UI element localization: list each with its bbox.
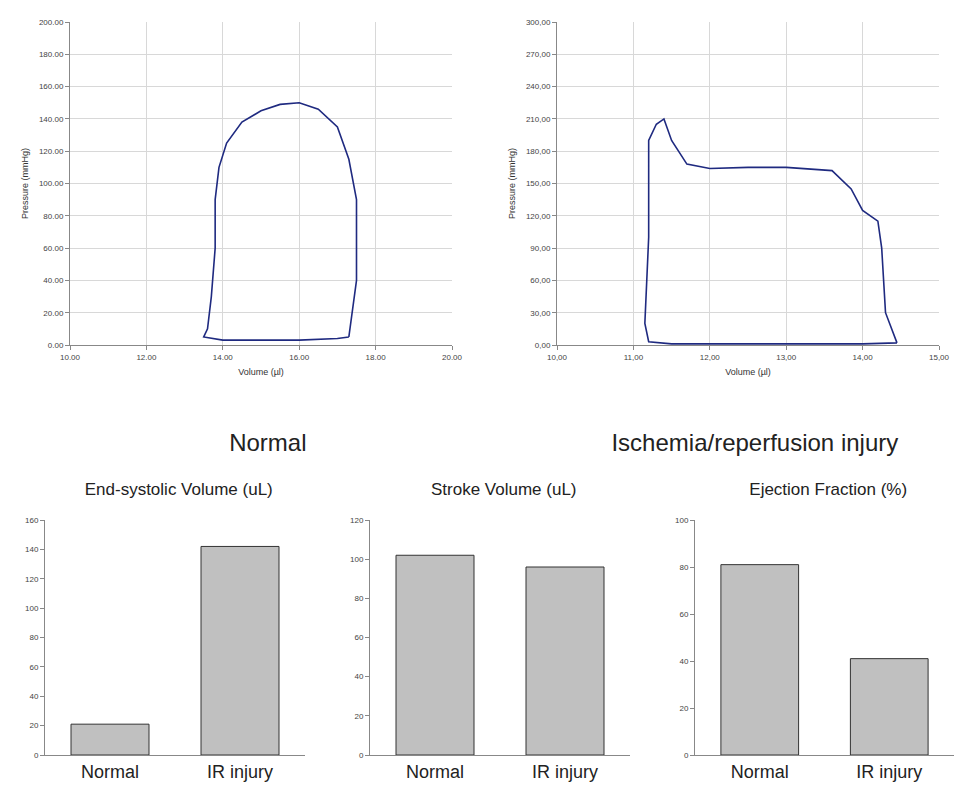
svg-text:20.00: 20.00 xyxy=(43,309,64,318)
svg-text:180.00: 180.00 xyxy=(39,50,64,59)
svg-text:Stroke Volume (uL): Stroke Volume (uL) xyxy=(431,480,577,499)
svg-text:100.00: 100.00 xyxy=(39,179,64,188)
svg-text:300,00: 300,00 xyxy=(526,18,551,27)
svg-text:Volume (µl): Volume (µl) xyxy=(238,367,284,377)
svg-text:60: 60 xyxy=(354,633,363,642)
svg-text:10,00: 10,00 xyxy=(547,353,568,362)
svg-text:80: 80 xyxy=(354,594,363,603)
svg-text:20: 20 xyxy=(29,721,38,730)
svg-text:15,00: 15,00 xyxy=(929,353,950,362)
svg-text:210,00: 210,00 xyxy=(526,115,551,124)
svg-text:40: 40 xyxy=(354,672,363,681)
svg-text:Pressure (mmHg): Pressure (mmHg) xyxy=(507,148,517,219)
svg-text:IR injury: IR injury xyxy=(207,762,273,782)
svg-text:13,00: 13,00 xyxy=(776,353,797,362)
svg-text:40: 40 xyxy=(29,692,38,701)
svg-text:18.00: 18.00 xyxy=(366,353,387,362)
svg-text:0: 0 xyxy=(359,751,364,760)
svg-text:10.00: 10.00 xyxy=(60,353,81,362)
svg-text:160: 160 xyxy=(25,516,39,525)
svg-text:20: 20 xyxy=(679,704,688,713)
svg-text:Ejection Fraction (%): Ejection Fraction (%) xyxy=(749,480,907,499)
svg-text:40.00: 40.00 xyxy=(43,276,64,285)
svg-text:40: 40 xyxy=(679,657,688,666)
svg-text:80: 80 xyxy=(29,633,38,642)
svg-text:180,00: 180,00 xyxy=(526,147,551,156)
svg-text:160.00: 160.00 xyxy=(39,82,64,91)
svg-text:60.00: 60.00 xyxy=(43,244,64,253)
svg-text:16.00: 16.00 xyxy=(289,353,310,362)
svg-text:120: 120 xyxy=(350,516,364,525)
svg-text:20.00: 20.00 xyxy=(442,353,463,362)
svg-text:Normal: Normal xyxy=(406,762,464,782)
svg-text:100: 100 xyxy=(25,604,39,613)
svg-text:Normal: Normal xyxy=(81,762,139,782)
svg-text:150,00: 150,00 xyxy=(526,179,551,188)
svg-text:14.00: 14.00 xyxy=(213,353,234,362)
svg-text:12.00: 12.00 xyxy=(136,353,157,362)
svg-text:Normal: Normal xyxy=(731,762,789,782)
svg-text:90,00: 90,00 xyxy=(530,244,551,253)
svg-text:Volume (µl): Volume (µl) xyxy=(725,367,771,377)
svg-text:Normal: Normal xyxy=(229,429,306,456)
svg-text:IR injury: IR injury xyxy=(856,762,922,782)
svg-text:14,00: 14,00 xyxy=(853,353,874,362)
svg-text:100: 100 xyxy=(675,516,689,525)
svg-text:0: 0 xyxy=(684,751,689,760)
svg-text:240,00: 240,00 xyxy=(526,82,551,91)
svg-text:80.00: 80.00 xyxy=(43,212,64,221)
svg-text:30,00: 30,00 xyxy=(530,309,551,318)
svg-text:100: 100 xyxy=(350,555,364,564)
svg-text:60,00: 60,00 xyxy=(530,276,551,285)
svg-text:60: 60 xyxy=(679,610,688,619)
svg-text:Pressure (mmHg): Pressure (mmHg) xyxy=(20,148,30,219)
svg-text:Ischemia/reperfusion injury: Ischemia/reperfusion injury xyxy=(611,429,898,456)
svg-text:140: 140 xyxy=(25,545,39,554)
svg-text:20: 20 xyxy=(354,712,363,721)
svg-text:270,00: 270,00 xyxy=(526,50,551,59)
svg-text:140.00: 140.00 xyxy=(39,115,64,124)
svg-text:0: 0 xyxy=(34,751,39,760)
svg-text:0.00: 0.00 xyxy=(48,341,64,350)
svg-text:120: 120 xyxy=(25,575,39,584)
svg-text:IR injury: IR injury xyxy=(532,762,598,782)
svg-text:120,00: 120,00 xyxy=(526,212,551,221)
svg-text:80: 80 xyxy=(679,563,688,572)
svg-text:0,00: 0,00 xyxy=(535,341,551,350)
svg-text:End-systolic Volume (uL): End-systolic Volume (uL) xyxy=(85,480,273,499)
svg-text:200.00: 200.00 xyxy=(39,18,64,27)
svg-text:11,00: 11,00 xyxy=(624,353,644,362)
svg-text:120.00: 120.00 xyxy=(39,147,64,156)
svg-text:12,00: 12,00 xyxy=(700,353,721,362)
svg-text:60: 60 xyxy=(29,663,38,672)
